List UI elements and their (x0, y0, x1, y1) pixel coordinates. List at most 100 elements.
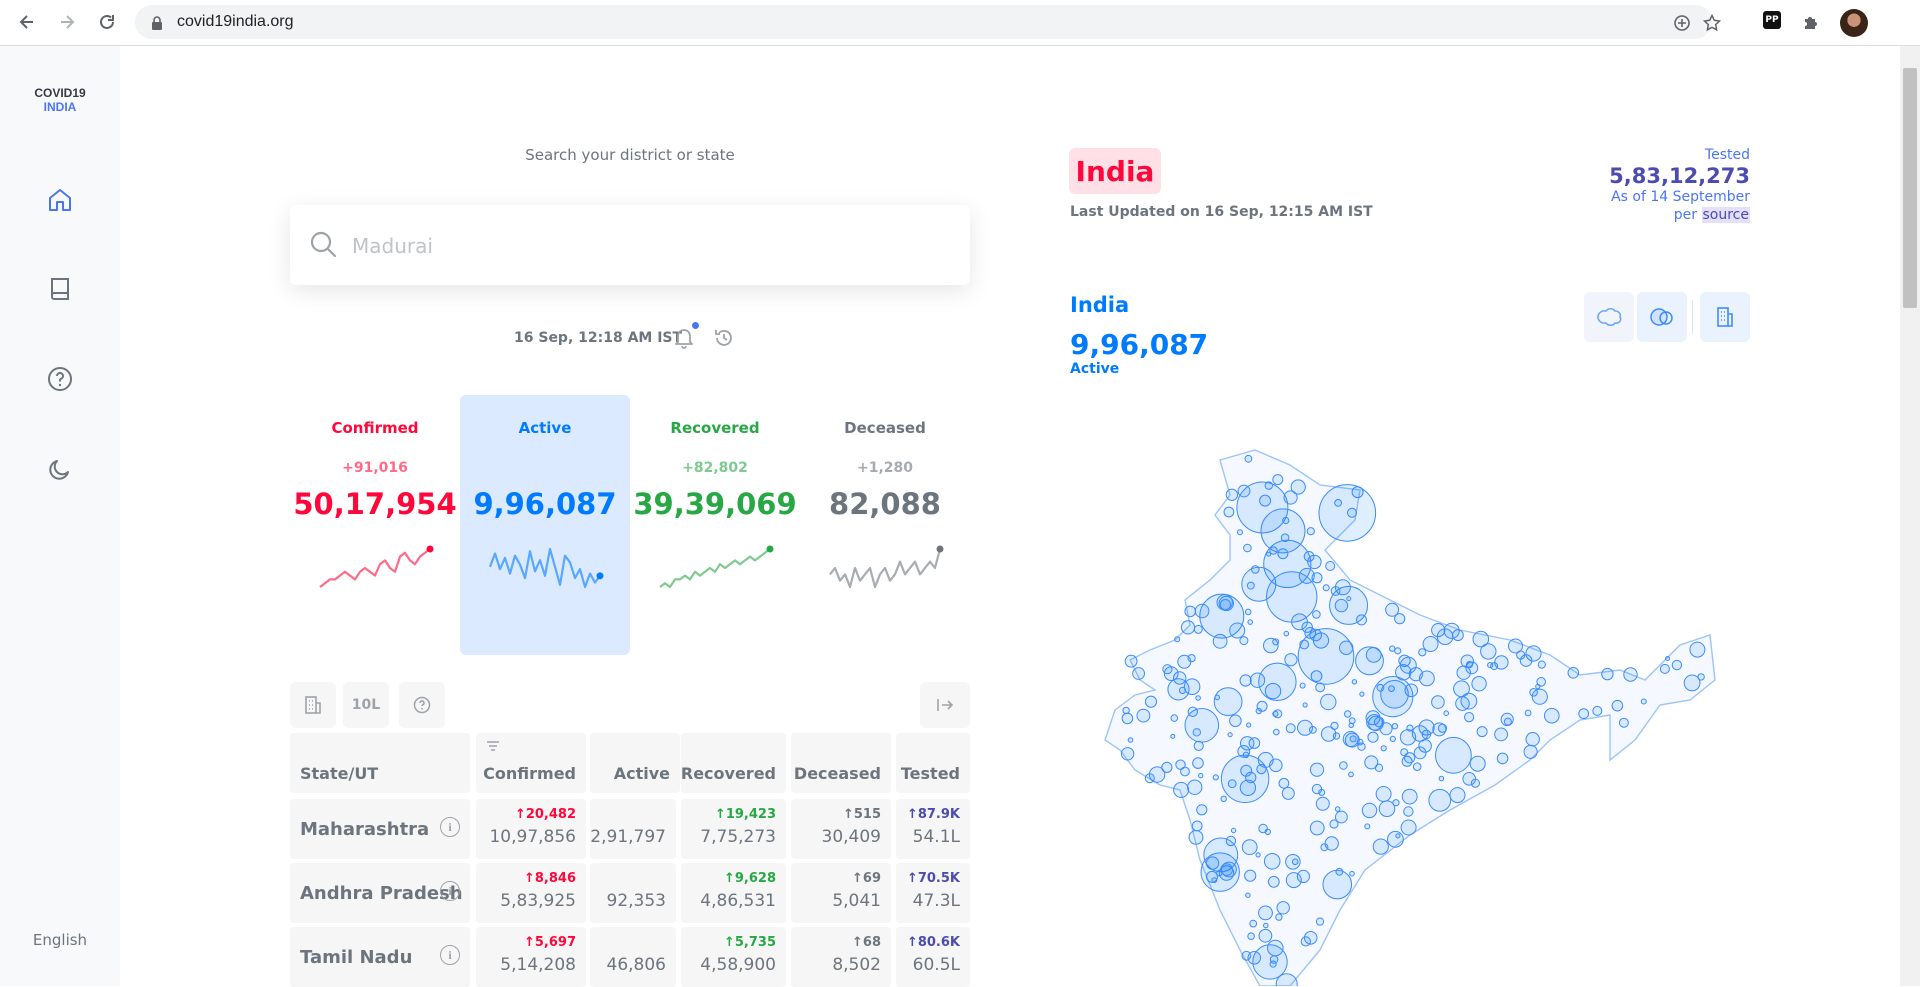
map-bubble[interactable] (1334, 579, 1351, 596)
map-bubble[interactable] (1374, 763, 1384, 772)
map-bubble[interactable] (1460, 654, 1474, 668)
map-bubble[interactable] (1462, 772, 1477, 786)
map-bubble[interactable] (1297, 719, 1313, 736)
map-bubble[interactable] (1284, 653, 1298, 667)
map-bubble[interactable] (1241, 839, 1258, 856)
map-bubble[interactable] (1306, 527, 1315, 536)
map-bubble[interactable] (1460, 692, 1478, 710)
map-bubble[interactable] (1318, 484, 1377, 542)
map-bubble[interactable] (1683, 674, 1701, 692)
map-bubble[interactable] (1471, 676, 1487, 692)
map-bubble[interactable] (1387, 830, 1404, 848)
map-bubble[interactable] (1285, 872, 1302, 889)
map-bubble[interactable] (1237, 529, 1243, 536)
map-bubble[interactable] (1503, 717, 1512, 726)
map-bubble[interactable] (1161, 761, 1173, 773)
profile-avatar[interactable] (1840, 9, 1868, 37)
map-bubble[interactable] (1240, 764, 1253, 777)
add-icon[interactable] (1672, 13, 1692, 33)
map-bubble[interactable] (1508, 638, 1523, 654)
map-bubble[interactable] (1220, 754, 1270, 803)
table-row-state[interactable]: Maharashtra i (290, 799, 470, 859)
back-icon[interactable] (14, 9, 40, 35)
bell-icon[interactable] (674, 327, 694, 353)
map-bubble[interactable] (1671, 659, 1683, 671)
map-bubble[interactable] (1355, 646, 1384, 676)
table-row-state[interactable]: Andhra Pradesh i (290, 863, 470, 923)
map-bubble[interactable] (1258, 662, 1297, 702)
map-bubble[interactable] (1246, 581, 1255, 590)
map-bubble[interactable] (1220, 795, 1227, 802)
map-bubble[interactable] (1480, 643, 1497, 660)
map-bubble[interactable] (1174, 636, 1181, 643)
map-bubble[interactable] (1339, 761, 1348, 770)
map-bubble[interactable] (1364, 823, 1371, 830)
map-bubble[interactable] (1392, 799, 1400, 807)
map-bubble[interactable] (1391, 723, 1399, 730)
map-bubble[interactable] (1302, 702, 1308, 708)
map-bubble[interactable] (1227, 779, 1237, 789)
map-bubble[interactable] (1349, 735, 1357, 743)
map-bubble[interactable] (1296, 869, 1310, 883)
map-bubble[interactable] (1346, 596, 1352, 602)
map-bubble[interactable] (1349, 870, 1355, 877)
map-bubble[interactable] (1167, 678, 1190, 701)
map-bubble[interactable] (1144, 695, 1158, 708)
map-bubble[interactable] (1272, 710, 1279, 717)
map-bubble[interactable] (1280, 533, 1290, 542)
map-bubble[interactable] (1187, 654, 1196, 663)
map-bubble[interactable] (1236, 481, 1289, 534)
map-bubble[interactable] (1496, 752, 1509, 765)
map-bubble[interactable] (1283, 490, 1298, 505)
map-bubble[interactable] (1344, 732, 1360, 748)
map-bubble[interactable] (1252, 944, 1288, 980)
map-bubble[interactable] (1122, 706, 1130, 715)
map-bubble[interactable] (1443, 710, 1450, 717)
map-bubble[interactable] (1432, 722, 1447, 737)
map-bubble[interactable] (1379, 722, 1393, 736)
map-bubble[interactable] (1272, 474, 1284, 486)
map-bubble[interactable] (1214, 694, 1220, 701)
map-bubble[interactable] (1245, 892, 1251, 898)
map-bubble[interactable] (1258, 823, 1268, 834)
map-bubble[interactable] (1273, 728, 1280, 736)
map-bubble[interactable] (1192, 728, 1202, 737)
map-bubble[interactable] (1269, 955, 1279, 964)
map-bubble[interactable] (1380, 745, 1387, 752)
map-bubble[interactable] (1320, 843, 1329, 852)
map-bubble[interactable] (1449, 787, 1466, 804)
map-bubble[interactable] (1367, 731, 1379, 743)
map-bubble[interactable] (1219, 599, 1231, 611)
map-bubble[interactable] (1170, 733, 1176, 739)
map-bubble[interactable] (1278, 777, 1290, 789)
map-bubble[interactable] (1277, 548, 1289, 560)
map-bubble[interactable] (1247, 932, 1255, 941)
map-bubble[interactable] (1431, 695, 1445, 709)
map-bubble[interactable] (1307, 554, 1322, 570)
map-bubble[interactable] (1264, 682, 1282, 700)
map-bubble[interactable] (1659, 663, 1670, 674)
map-bubble[interactable] (1196, 804, 1208, 816)
map-bubble[interactable] (1303, 551, 1315, 562)
map-bubble[interactable] (1230, 827, 1237, 834)
map-bubble[interactable] (1320, 693, 1337, 711)
map-bubble[interactable] (1318, 788, 1326, 796)
map-bubble[interactable] (1258, 928, 1273, 943)
map-bubble[interactable] (1266, 571, 1318, 623)
map-bubble[interactable] (1372, 838, 1389, 855)
map-bubble[interactable] (1124, 654, 1138, 668)
map-bubble[interactable] (1127, 737, 1134, 743)
map-bubble[interactable] (1400, 819, 1417, 836)
map-bubble[interactable] (1175, 759, 1186, 770)
map-bubble[interactable] (1244, 869, 1257, 882)
map-bubble[interactable] (1618, 717, 1629, 728)
map-bubble[interactable] (1212, 774, 1219, 781)
map-bubble[interactable] (1283, 630, 1290, 637)
map-bubble[interactable] (1297, 628, 1355, 685)
map-bubble[interactable] (1611, 699, 1624, 712)
map-bubble[interactable] (1348, 717, 1356, 725)
language-selector[interactable]: English (32, 931, 88, 949)
map-bubble[interactable] (1239, 674, 1252, 687)
map-bubble[interactable] (1389, 645, 1396, 652)
map-bubble[interactable] (1187, 706, 1199, 717)
